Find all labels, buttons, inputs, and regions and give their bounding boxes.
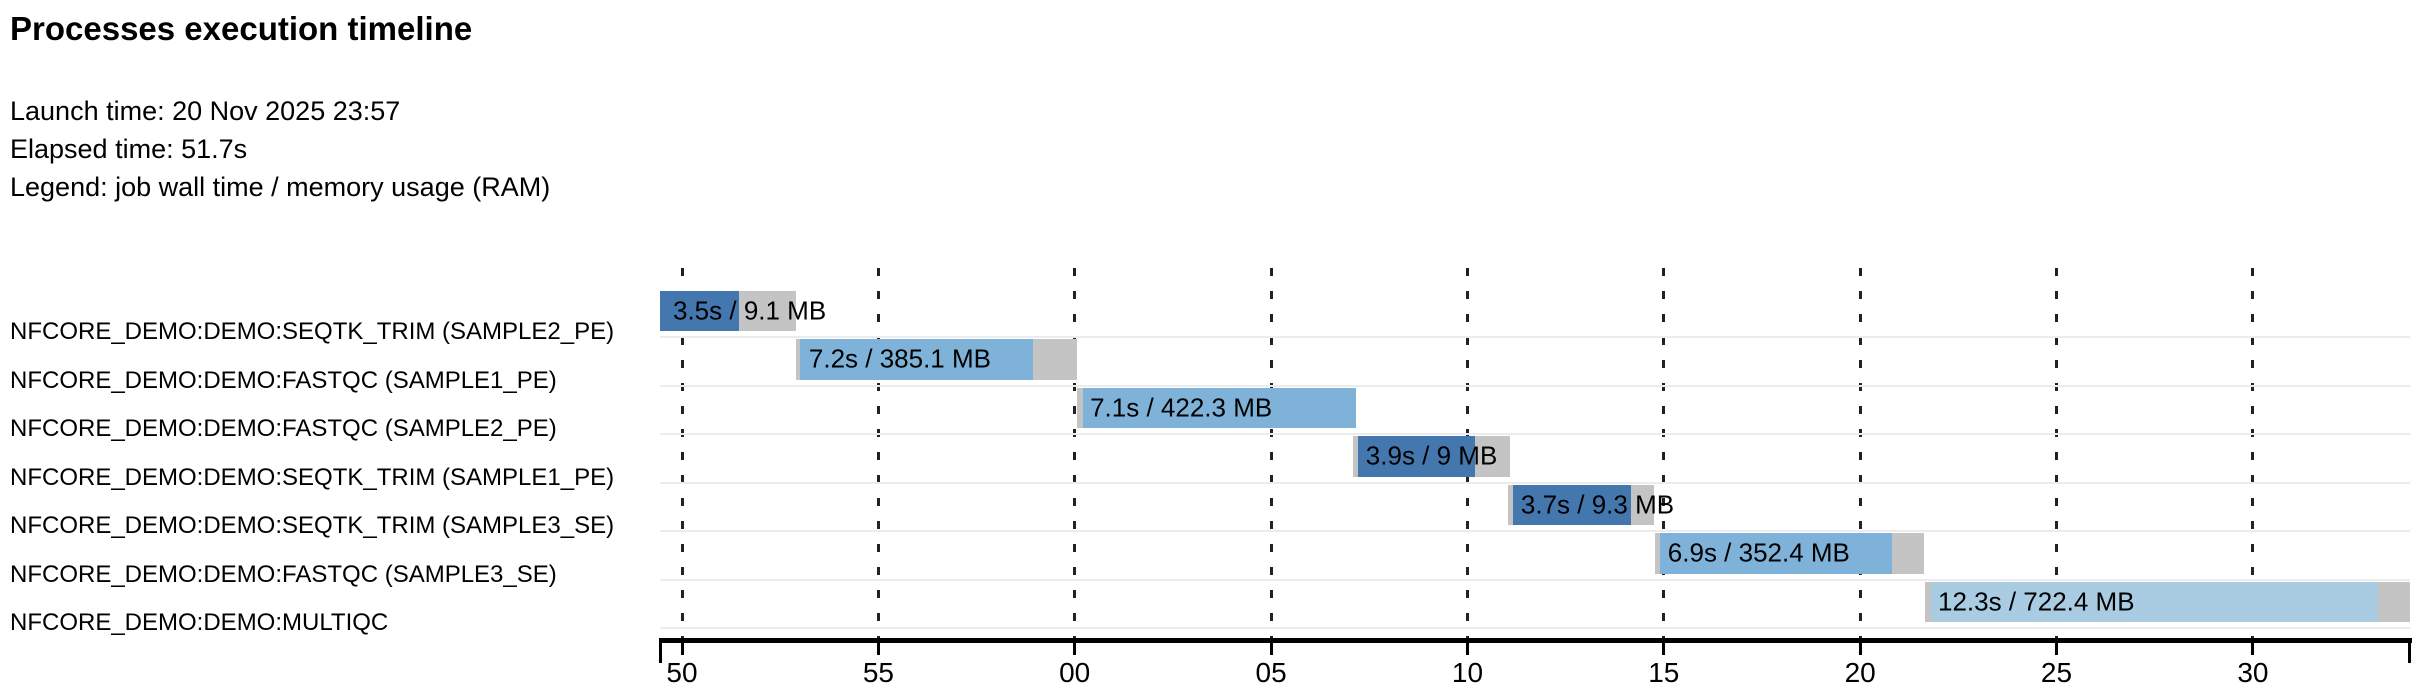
axis-tick-label: 00 bbox=[1059, 657, 1091, 688]
task-bar-label: 3.9s / 9 MB bbox=[1365, 440, 1498, 471]
axis-tick bbox=[680, 638, 684, 655]
legend-text: Legend: job wall time / memory usage (RA… bbox=[10, 172, 551, 202]
row-separator bbox=[660, 530, 2410, 532]
axis-tick bbox=[876, 638, 880, 655]
task-run-segment bbox=[1357, 436, 1475, 477]
gridline bbox=[2251, 268, 2255, 638]
gridline bbox=[1858, 268, 1862, 638]
row-separator bbox=[660, 627, 2410, 629]
elapsed-time-text: Elapsed time: 51.7s bbox=[10, 134, 248, 164]
process-label: NFCORE_DEMO:DEMO:FASTQC (SAMPLE1_PE) bbox=[10, 366, 557, 394]
axis-tick-label: 55 bbox=[862, 657, 894, 688]
page-title: Processes execution timeline bbox=[10, 10, 473, 47]
task-run-segment bbox=[660, 290, 739, 331]
task-bar-label: 7.1s / 422.3 MB bbox=[1090, 392, 1273, 423]
axis-tick bbox=[2251, 638, 2255, 655]
task-run-segment bbox=[1659, 533, 1892, 574]
gridline bbox=[876, 268, 880, 638]
gridline bbox=[1269, 268, 1273, 638]
axis-tick bbox=[2055, 638, 2058, 655]
row-separator bbox=[660, 578, 2410, 581]
process-label: NFCORE_DEMO:DEMO:FASTQC (SAMPLE3_SE) bbox=[10, 560, 557, 588]
x-axis-line bbox=[659, 638, 2412, 643]
axis-tick-label: 15 bbox=[1648, 657, 1680, 688]
task-bar-label: 6.9s / 352.4 MB bbox=[1667, 537, 1850, 568]
row-separator bbox=[660, 433, 2410, 435]
task-bar-label: 3.5s / 9.1 MB bbox=[673, 295, 827, 326]
axis-tick bbox=[1073, 638, 1077, 655]
task-run-segment bbox=[1083, 387, 1356, 428]
process-label: NFCORE_DEMO:DEMO:SEQTK_TRIM (SAMPLE1_PE) bbox=[10, 463, 615, 491]
axis-tick bbox=[1662, 638, 1666, 655]
axis-tick-label: 25 bbox=[2040, 657, 2073, 688]
task-bar-label: 7.2s / 385.1 MB bbox=[808, 343, 991, 374]
axis-tick bbox=[1269, 638, 1273, 655]
process-label: NFCORE_DEMO:DEMO:FASTQC (SAMPLE2_PE) bbox=[10, 415, 557, 442]
task-run-segment bbox=[799, 339, 1034, 380]
gridline bbox=[2055, 268, 2058, 638]
task-run-segment bbox=[1513, 484, 1631, 525]
axis-tick-label: 50 bbox=[666, 657, 698, 688]
launch-time-text: Launch time: 20 Nov 2025 23:57 bbox=[10, 96, 401, 126]
task-run-segment bbox=[1930, 581, 2378, 622]
axis-tick bbox=[1466, 638, 1469, 655]
gridline bbox=[1073, 268, 1077, 638]
axis-tick bbox=[1858, 638, 1862, 655]
task-bar-label: 3.7s / 9.3 MB bbox=[1520, 489, 1675, 520]
axis-end-cap-right bbox=[2408, 638, 2411, 663]
row-separator bbox=[660, 336, 2410, 338]
row-separator bbox=[660, 481, 2410, 484]
process-label: NFCORE_DEMO:DEMO:SEQTK_TRIM (SAMPLE3_SE) bbox=[10, 512, 615, 539]
axis-tick-label: 10 bbox=[1451, 657, 1484, 688]
report-meta: Launch time: 20 Nov 2025 23:57 Elapsed t… bbox=[10, 92, 550, 206]
process-label: NFCORE_DEMO:DEMO:MULTIQC bbox=[10, 609, 389, 636]
gridline bbox=[1662, 268, 1666, 638]
axis-tick-label: 30 bbox=[2237, 657, 2269, 688]
row-separator bbox=[660, 384, 2410, 387]
axis-end-cap-left bbox=[659, 638, 662, 663]
process-label: NFCORE_DEMO:DEMO:SEQTK_TRIM (SAMPLE2_PE) bbox=[10, 318, 615, 345]
task-bar-label: 12.3s / 722.4 MB bbox=[1938, 586, 2135, 617]
axis-tick-label: 20 bbox=[1844, 657, 1876, 688]
gridline bbox=[680, 268, 684, 638]
axis-tick-label: 05 bbox=[1255, 657, 1287, 688]
